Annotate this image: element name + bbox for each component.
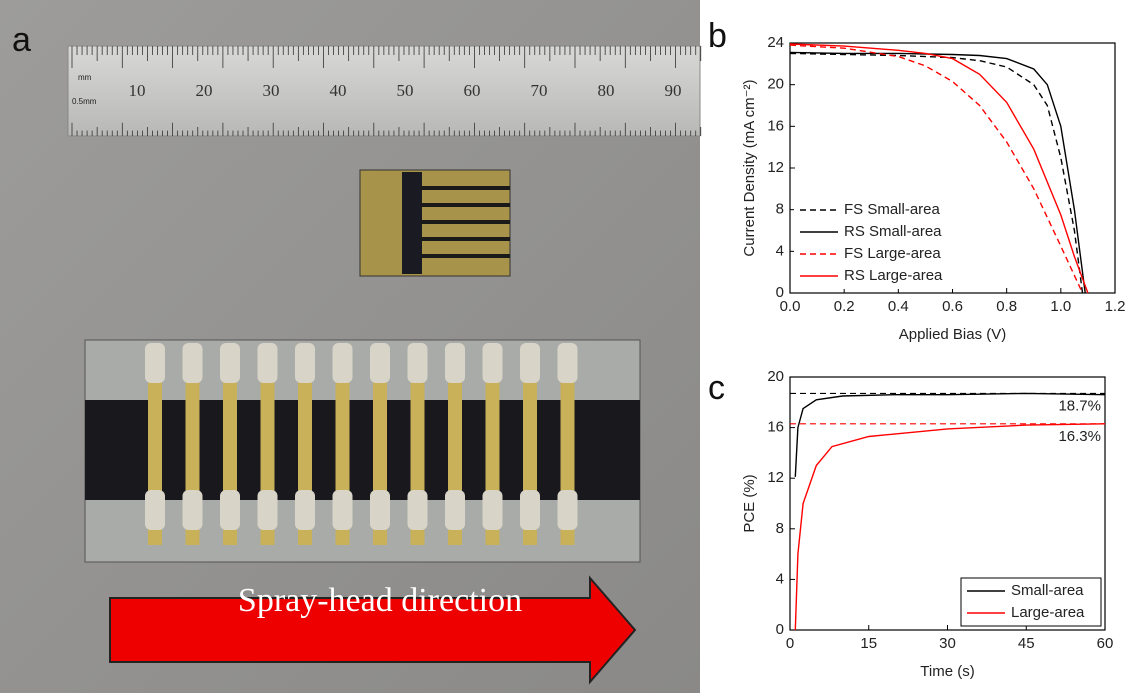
y-tick-label: 20 [767, 76, 784, 93]
x-tick-label: 60 [1097, 635, 1114, 652]
y-tick-label: 16 [767, 419, 784, 436]
x-tick-label: 0.0 [780, 298, 801, 315]
data-line [789, 43, 1089, 294]
gold-strips [145, 343, 578, 545]
silver-contact [520, 490, 540, 530]
legend-label: Large-area [1011, 604, 1085, 621]
silver-contact [407, 343, 428, 383]
panel-label: c [708, 369, 725, 407]
y-axis-label: PCE (%) [741, 474, 758, 532]
ruler [67, 45, 701, 137]
silver-contact [332, 343, 353, 383]
legend-label: FS Small-area [844, 201, 941, 218]
silver-contact [145, 490, 165, 530]
silver-contact [557, 343, 578, 383]
y-tick-label: 4 [776, 570, 784, 587]
reference-label: 16.3% [1058, 428, 1101, 445]
y-tick-label: 24 [767, 34, 784, 51]
x-tick-label: 45 [1018, 635, 1035, 652]
ruler-number: 50 [397, 81, 414, 100]
photo-caption: Spray-head direction [238, 582, 522, 619]
legend-label: FS Large-area [844, 245, 941, 262]
y-tick-label: 20 [767, 368, 784, 385]
y-tick-label: 16 [767, 117, 784, 134]
ruler-number: 60 [464, 81, 481, 100]
silver-contact [295, 343, 315, 383]
y-tick-label: 0 [776, 284, 784, 301]
silver-contact [370, 343, 390, 383]
silver-contact [482, 343, 503, 383]
ruler-ticks [71, 46, 702, 136]
panel-label: b [708, 17, 727, 55]
small-cell-stripes [420, 186, 510, 258]
x-axis-label: Applied Bias (V) [899, 326, 1007, 343]
silver-contact [182, 343, 203, 383]
silver-contact [445, 343, 465, 383]
reference-label: 18.7% [1058, 397, 1101, 414]
y-tick-label: 0 [776, 621, 784, 638]
legend-box [960, 577, 1102, 627]
large-substrate-band [85, 400, 640, 500]
y-axis-label: Current Density (mA cm⁻²) [741, 79, 758, 256]
legend-label: Small-area [1011, 582, 1084, 599]
x-tick-label: 0.6 [942, 298, 963, 315]
x-tick-label: 30 [939, 635, 956, 652]
ruler-number: 70 [531, 81, 548, 100]
ruler-number: 80 [598, 81, 615, 100]
y-tick-label: 4 [776, 242, 784, 259]
y-tick-label: 8 [776, 201, 784, 218]
y-tick-label: 12 [767, 159, 784, 176]
ruler-unit: 0.5mm [72, 97, 97, 106]
x-tick-label: 0.2 [834, 298, 855, 315]
ruler-number: 40 [330, 81, 347, 100]
x-tick-label: 0.4 [888, 298, 909, 315]
silver-contact [482, 490, 503, 530]
ruler-unit: mm [78, 73, 92, 82]
silver-contact [445, 490, 465, 530]
silver-contact [220, 343, 240, 383]
legend-box [794, 197, 974, 289]
x-axis-label: Time (s) [920, 663, 974, 680]
silver-contact [257, 490, 278, 530]
x-tick-label: 1.0 [1050, 298, 1071, 315]
silver-contact [257, 343, 278, 383]
legend-label: RS Large-area [844, 267, 943, 284]
silver-contact [520, 343, 540, 383]
silver-contact [407, 490, 428, 530]
x-tick-label: 15 [860, 635, 877, 652]
x-tick-label: 0.8 [996, 298, 1017, 315]
silver-contact [332, 490, 353, 530]
data-line [789, 52, 1084, 294]
y-tick-label: 12 [767, 469, 784, 486]
data-line [794, 423, 1106, 631]
y-tick-label: 8 [776, 520, 784, 537]
silver-contact [557, 490, 578, 530]
ruler-number: 90 [665, 81, 682, 100]
direction-arrow [109, 575, 637, 685]
silver-contact [295, 490, 315, 530]
ruler-number: 30 [263, 81, 280, 100]
silver-contact [182, 490, 203, 530]
x-tick-label: 1.2 [1105, 298, 1126, 315]
silver-contact [145, 343, 165, 383]
ruler-number: 20 [196, 81, 213, 100]
legend-label: RS Small-area [844, 223, 942, 240]
small-cell-band [402, 172, 422, 274]
panel-label: a [12, 21, 31, 59]
x-tick-label: 0 [786, 635, 794, 652]
data-line [789, 44, 1084, 294]
data-line [794, 392, 1106, 477]
silver-contact [220, 490, 240, 530]
silver-contact [370, 490, 390, 530]
ruler-number: 10 [129, 81, 146, 100]
